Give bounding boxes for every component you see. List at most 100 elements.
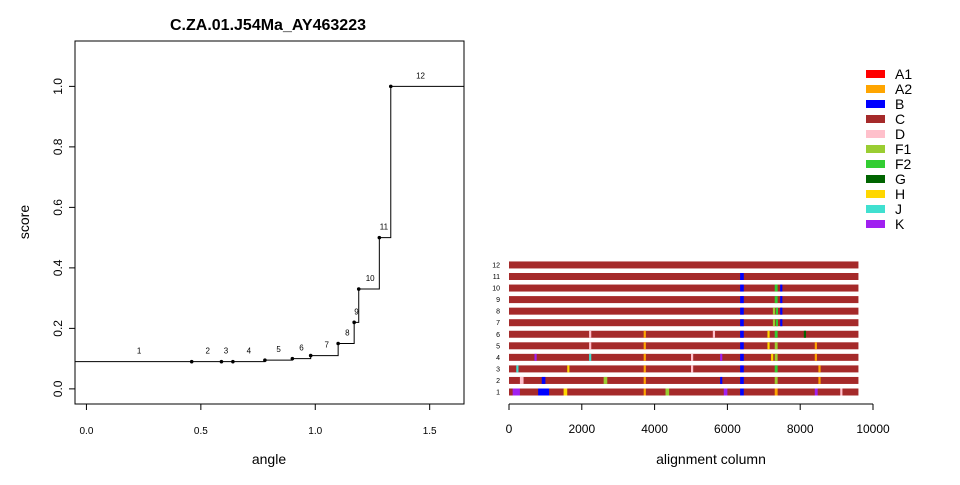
step-label: 4 xyxy=(247,347,252,356)
track-segment xyxy=(643,353,646,361)
track-segment xyxy=(712,330,716,338)
alignment-x-axis: 0 2000 4000 6000 8000 10000 xyxy=(506,403,890,436)
step-point xyxy=(356,287,361,291)
track-segment xyxy=(643,388,646,396)
legend-label: D xyxy=(895,126,905,142)
legend-swatch xyxy=(866,145,885,153)
alignment-x-axis-label: alignment column xyxy=(656,451,766,467)
track-segment xyxy=(780,296,783,304)
step-point xyxy=(290,356,295,361)
legend-label: F2 xyxy=(895,156,912,172)
step-point xyxy=(219,359,224,364)
legend-label: G xyxy=(895,171,906,187)
track-segment xyxy=(814,342,817,350)
track-bar xyxy=(509,376,859,384)
track-segment xyxy=(603,376,608,384)
track-bar xyxy=(509,388,859,396)
track-segment xyxy=(589,330,592,338)
alignment-x-tick-label: 4000 xyxy=(641,422,668,436)
legend-label: C xyxy=(895,111,905,127)
y-tick-label: 1.0 xyxy=(51,78,65,95)
track-segment xyxy=(814,388,818,396)
track-segment xyxy=(775,307,778,315)
legend-swatch xyxy=(866,85,885,93)
track-label: 9 xyxy=(496,297,500,304)
track-segment xyxy=(740,273,744,280)
track-bar xyxy=(509,365,859,373)
track-segment xyxy=(740,307,744,315)
track-bar xyxy=(509,273,859,280)
step-point xyxy=(231,359,235,364)
track-segment xyxy=(814,353,817,361)
track-segment xyxy=(774,342,778,350)
track-label: 2 xyxy=(496,378,500,385)
alignment-x-tick-label: 2000 xyxy=(568,422,595,436)
track-label: 1 xyxy=(496,390,500,397)
plot-frame xyxy=(74,40,465,405)
legend-swatch xyxy=(866,190,885,198)
score-angle-plot: C.ZA.01.J54Ma_AY463223 0.0 0.5 1.0 1.5 0.00… xyxy=(16,17,465,467)
track-label: 12 xyxy=(492,262,500,269)
track-segment xyxy=(643,376,646,384)
step-label: 9 xyxy=(354,307,359,316)
legend-swatch xyxy=(866,220,885,228)
track-segment xyxy=(720,353,723,361)
step-label: 7 xyxy=(324,341,329,350)
track-segment xyxy=(740,296,744,304)
track-bar xyxy=(509,342,859,350)
alignment-x-tick-label: 0 xyxy=(506,422,513,436)
track-segment xyxy=(723,388,728,396)
track-segment xyxy=(780,307,783,315)
y-tick-label: 0.0 xyxy=(51,380,65,397)
track-label: 10 xyxy=(492,286,500,293)
track-segment xyxy=(567,365,570,373)
track-label: 11 xyxy=(493,274,500,281)
track-label: 8 xyxy=(496,309,500,316)
x-axis-label: angle xyxy=(252,451,286,467)
step-point xyxy=(263,358,267,362)
y-tick-label: 0.6 xyxy=(51,199,65,216)
step-point xyxy=(336,341,340,346)
track-segment xyxy=(563,388,568,396)
track-segment xyxy=(665,388,670,396)
track-bar xyxy=(509,353,859,361)
track-segment xyxy=(780,319,783,327)
track-segment xyxy=(740,330,744,338)
x-tick-label: 0.5 xyxy=(194,426,208,437)
track-label: 4 xyxy=(496,355,500,362)
track-segment xyxy=(643,330,646,338)
step-point xyxy=(388,84,393,89)
step-label: 12 xyxy=(416,71,425,80)
legend-label: B xyxy=(895,96,904,112)
step-point xyxy=(308,353,313,358)
track-segment xyxy=(774,330,778,338)
track-label: 7 xyxy=(496,320,500,327)
y-axis-label: score xyxy=(16,205,32,239)
alignment-x-tick-label: 8000 xyxy=(787,422,814,436)
track-segment xyxy=(519,376,524,384)
legend-swatch xyxy=(866,100,885,108)
track-segment xyxy=(534,353,537,361)
track-segment xyxy=(541,376,546,384)
step-label: 10 xyxy=(366,274,375,283)
score-step-line xyxy=(75,85,464,363)
track-segment xyxy=(772,307,776,315)
step-label: 5 xyxy=(276,345,281,354)
track-segment xyxy=(589,353,592,361)
track-segment xyxy=(767,330,770,338)
alignment-x-tick-label: 10000 xyxy=(856,422,890,436)
track-bar xyxy=(509,319,859,327)
track-label: 3 xyxy=(496,366,500,373)
track-segment xyxy=(691,365,694,373)
legend-swatch xyxy=(866,70,885,78)
track-segment xyxy=(818,376,821,384)
track-bar xyxy=(509,261,859,269)
track-segment xyxy=(740,342,744,350)
track-segment xyxy=(740,284,744,292)
track-segment xyxy=(774,353,778,361)
alignment-x-tick-label: 6000 xyxy=(714,422,741,436)
track-segment xyxy=(512,388,520,396)
